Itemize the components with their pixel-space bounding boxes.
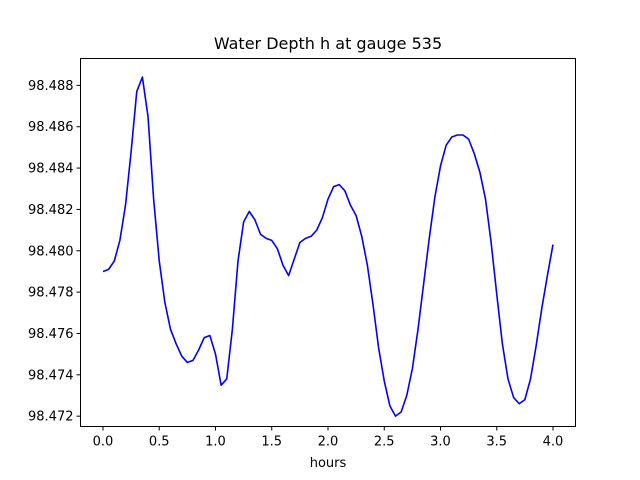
series-line-0 bbox=[102, 76, 554, 417]
x-tick-label: 1.0 bbox=[205, 435, 226, 450]
y-tick-label: 98.484 bbox=[28, 162, 74, 177]
x-axis-label: hours bbox=[310, 456, 347, 471]
y-tick-label: 98.478 bbox=[28, 286, 74, 301]
y-tick-label: 98.474 bbox=[28, 368, 74, 383]
plot-layer bbox=[102, 76, 554, 417]
x-tick-label: 0.5 bbox=[149, 435, 170, 450]
y-axis-ticks: 98.472 98.474 98.476 98.478 98.480 98.482 98.4… bbox=[28, 79, 81, 425]
x-tick-label: 0.0 bbox=[93, 435, 114, 450]
x-axis-ticks: 0.0 0.5 1.0 1.5 2.0 2.5 3.0 3.5 4.0 bbox=[93, 426, 564, 450]
y-tick-label: 98.476 bbox=[28, 327, 74, 342]
y-tick-label: 98.486 bbox=[28, 120, 74, 135]
x-tick-label: 3.0 bbox=[430, 435, 451, 450]
x-tick-label: 1.5 bbox=[261, 435, 282, 450]
chart-title: Water Depth h at gauge 535 bbox=[214, 34, 442, 53]
y-tick-label: 98.488 bbox=[28, 79, 74, 94]
x-tick-label: 3.5 bbox=[486, 435, 507, 450]
y-tick-label: 98.482 bbox=[28, 203, 74, 218]
y-tick-label: 98.472 bbox=[28, 410, 74, 425]
y-tick-label: 98.480 bbox=[28, 244, 74, 259]
x-tick-label: 2.5 bbox=[374, 435, 395, 450]
x-tick-label: 2.0 bbox=[318, 435, 339, 450]
plot-frame bbox=[80, 58, 576, 427]
x-tick-label: 4.0 bbox=[543, 435, 564, 450]
